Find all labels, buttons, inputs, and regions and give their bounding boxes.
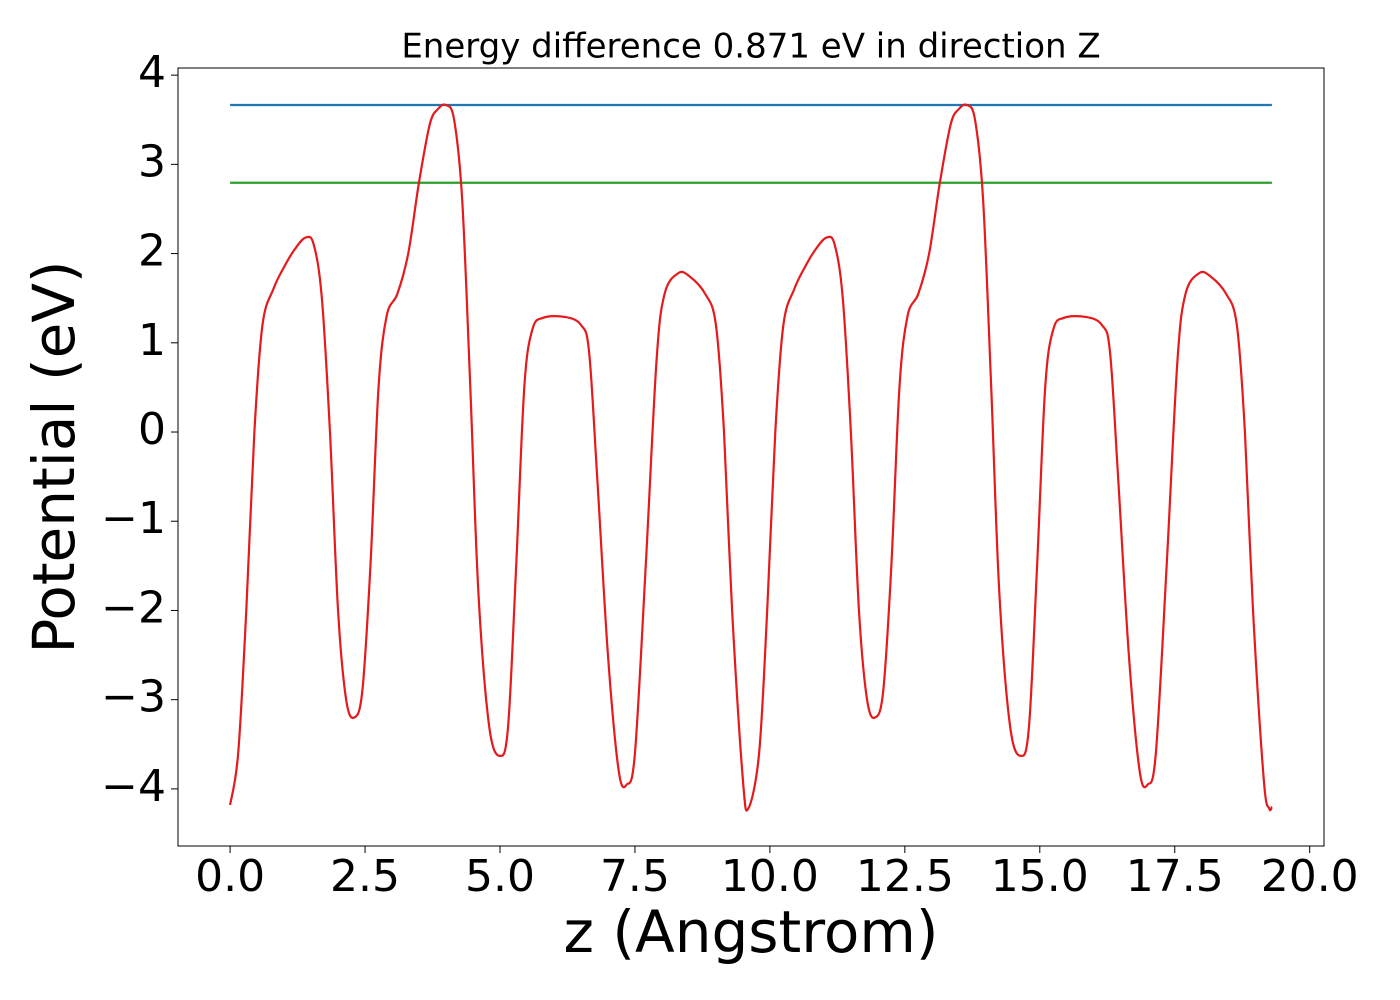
x-axis-label: z (Angstrom): [564, 898, 939, 966]
x-tick-label: 0.0: [195, 851, 265, 902]
x-tick-label: 7.5: [600, 851, 670, 902]
y-tick-label: −1: [101, 493, 166, 544]
plot-frame: [177, 67, 1325, 847]
y-tick-label: −2: [101, 582, 166, 633]
data-line: [229, 103, 1273, 812]
y-tick-label: 2: [138, 226, 166, 277]
y-tick-label: 3: [138, 136, 166, 187]
y-tick-label: −3: [101, 672, 166, 723]
x-tick-label: 17.5: [1126, 851, 1224, 902]
x-tick-label: 15.0: [991, 851, 1089, 902]
y-axis-label: Potential (eV): [20, 260, 88, 653]
x-tick-label: 5.0: [465, 851, 535, 902]
y-tick-label: −4: [101, 761, 166, 812]
x-tick-label: 2.5: [330, 851, 400, 902]
x-tick-label: 20.0: [1261, 851, 1359, 902]
y-tick-label: 0: [138, 404, 166, 455]
y-tick-label: 4: [138, 47, 166, 98]
x-tick-label: 12.5: [856, 851, 954, 902]
x-tick-label: 10.0: [721, 851, 819, 902]
y-tick-label: 1: [138, 315, 166, 366]
chart-title: Energy difference 0.871 eV in direction …: [401, 27, 1100, 67]
